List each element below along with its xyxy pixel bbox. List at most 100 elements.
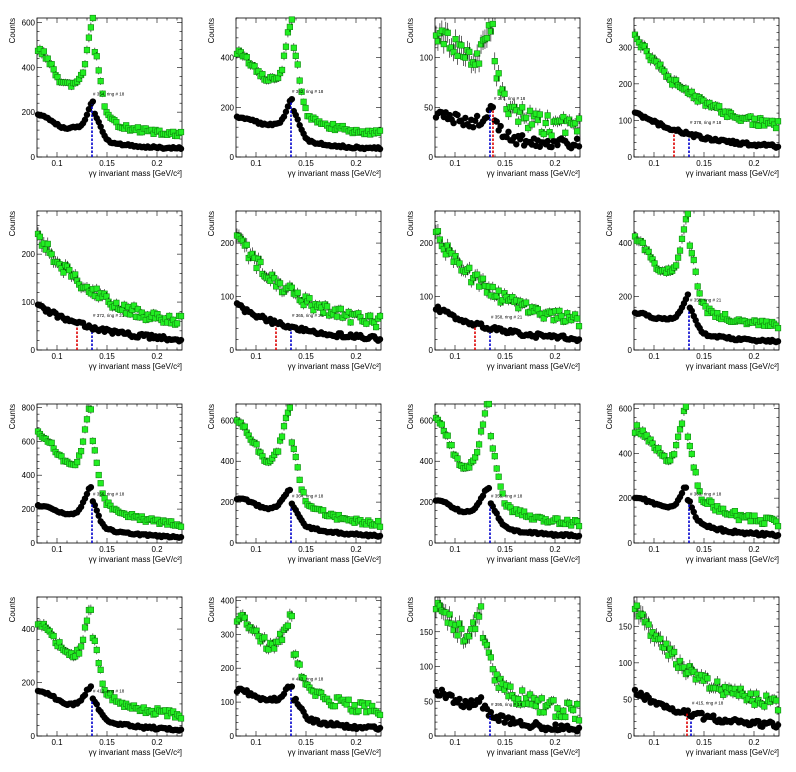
y-tick-label: 600 [619, 404, 633, 413]
x-axis-title: γγ invariant mass [GeV/c²] [686, 748, 779, 757]
chart-svg: 0.1 0.15 0.2 0 200 400 γγ invariant mass [GeV/… [207, 16, 384, 178]
green-point [99, 680, 106, 687]
green-point [466, 633, 473, 640]
green-point [519, 104, 526, 111]
green-point [337, 305, 344, 312]
chart-panel: 0.1 0.15 0.2 0 200 400 γγ invariant mass [GeV/… [199, 0, 398, 193]
y-tick-label: 0 [230, 153, 235, 162]
green-point [50, 632, 57, 640]
green-point [458, 42, 465, 49]
y-tick-label: 400 [221, 457, 235, 466]
x-tick-label: 0.1 [250, 159, 262, 168]
green-point [774, 707, 782, 714]
green-point [688, 250, 695, 257]
green-point [296, 661, 303, 668]
x-tick-label: 0.2 [350, 545, 362, 554]
y-axis-title: Counts [207, 597, 216, 622]
green-point [479, 421, 487, 428]
green-point [438, 421, 445, 428]
green-point [276, 630, 284, 638]
y-tick-label: 0 [628, 153, 633, 162]
black-point [493, 118, 500, 125]
green-point [93, 53, 100, 60]
black-point [288, 95, 296, 103]
green-point [495, 70, 502, 77]
chart-svg: 0.1 0.15 0.2 0 200 400 γγ invariant mass [GeV/… [605, 210, 782, 371]
green-point [91, 637, 98, 644]
green-point [454, 632, 461, 639]
black-point [286, 486, 294, 494]
black-point [376, 724, 384, 732]
x-tick-label: 0.2 [549, 352, 561, 361]
green-point [684, 210, 691, 218]
green-point [688, 88, 695, 95]
chart-panel: 0.1 0.15 0.2 0 50 100 γγ invariant mass [GeV/c… [398, 0, 597, 193]
green-point [374, 517, 382, 525]
green-point [696, 290, 703, 297]
x-axis-title: γγ invariant mass [GeV/c²] [288, 555, 381, 564]
green-point [477, 428, 485, 435]
x-tick-label: 0.15 [696, 738, 712, 747]
y-tick-label: 200 [22, 250, 36, 259]
green-point [294, 464, 301, 471]
green-point [48, 439, 55, 446]
green-point [292, 453, 299, 461]
green-point [674, 254, 682, 261]
green-point [575, 115, 583, 122]
green-point [95, 471, 102, 479]
y-tick-label: 200 [221, 239, 235, 248]
green-point [466, 264, 473, 271]
green-point [684, 433, 691, 440]
green-point [243, 54, 250, 61]
green-point [450, 48, 457, 56]
green-point [475, 613, 483, 620]
y-tick-label: 200 [22, 108, 36, 117]
y-tick-label: 600 [22, 18, 36, 27]
green-point [376, 523, 384, 530]
x-tick-label: 0.1 [250, 352, 262, 361]
green-point [101, 495, 108, 502]
black-point [470, 124, 477, 131]
green-point [300, 98, 307, 105]
chart-svg: 0.1 0.15 0.2 0 200 400 γγ invariant mass [GeV/… [8, 596, 185, 757]
green-point [83, 617, 91, 624]
plot-frame [235, 17, 382, 158]
green-point [79, 438, 87, 445]
x-tick-label: 0.15 [298, 545, 314, 554]
y-tick-label: 50 [424, 103, 433, 112]
green-point [487, 433, 494, 440]
y-tick-label: 150 [420, 628, 434, 637]
black-point [456, 695, 463, 703]
black-point [688, 307, 696, 315]
black-point [505, 128, 512, 136]
green-point [487, 654, 494, 661]
black-point [87, 483, 95, 491]
green-point [454, 455, 461, 462]
green-point [448, 441, 455, 449]
green-point [241, 614, 248, 621]
x-tick-label: 0.15 [497, 738, 513, 747]
black-point [471, 117, 479, 124]
green-point [572, 120, 579, 127]
green-point [347, 319, 354, 326]
y-tick-label: 400 [420, 457, 434, 466]
x-tick-label: 0.1 [250, 738, 262, 747]
green-point [696, 488, 703, 495]
green-point [286, 404, 293, 411]
black-point [497, 122, 504, 130]
green-point [491, 58, 498, 65]
y-axis-title: Counts [406, 211, 415, 236]
x-axis-title: γγ invariant mass [GeV/c²] [487, 362, 580, 371]
y-tick-label: 0 [31, 539, 36, 548]
green-point [83, 416, 91, 423]
x-tick-label: 0.2 [151, 352, 163, 361]
chart-svg: 0.1 0.15 0.2 0 200 400 600 γγ invariant mass [G… [605, 403, 782, 564]
black-point [450, 119, 457, 127]
black-point [552, 721, 559, 728]
chart-svg: 0.1 0.15 0.2 0 100 200 γγ invariant mass [GeV/… [207, 210, 384, 371]
green-point [93, 646, 100, 654]
x-tick-label: 0.15 [696, 352, 712, 361]
y-tick-label: 400 [619, 239, 633, 248]
green-point [694, 482, 701, 489]
x-tick-label: 0.15 [99, 159, 115, 168]
